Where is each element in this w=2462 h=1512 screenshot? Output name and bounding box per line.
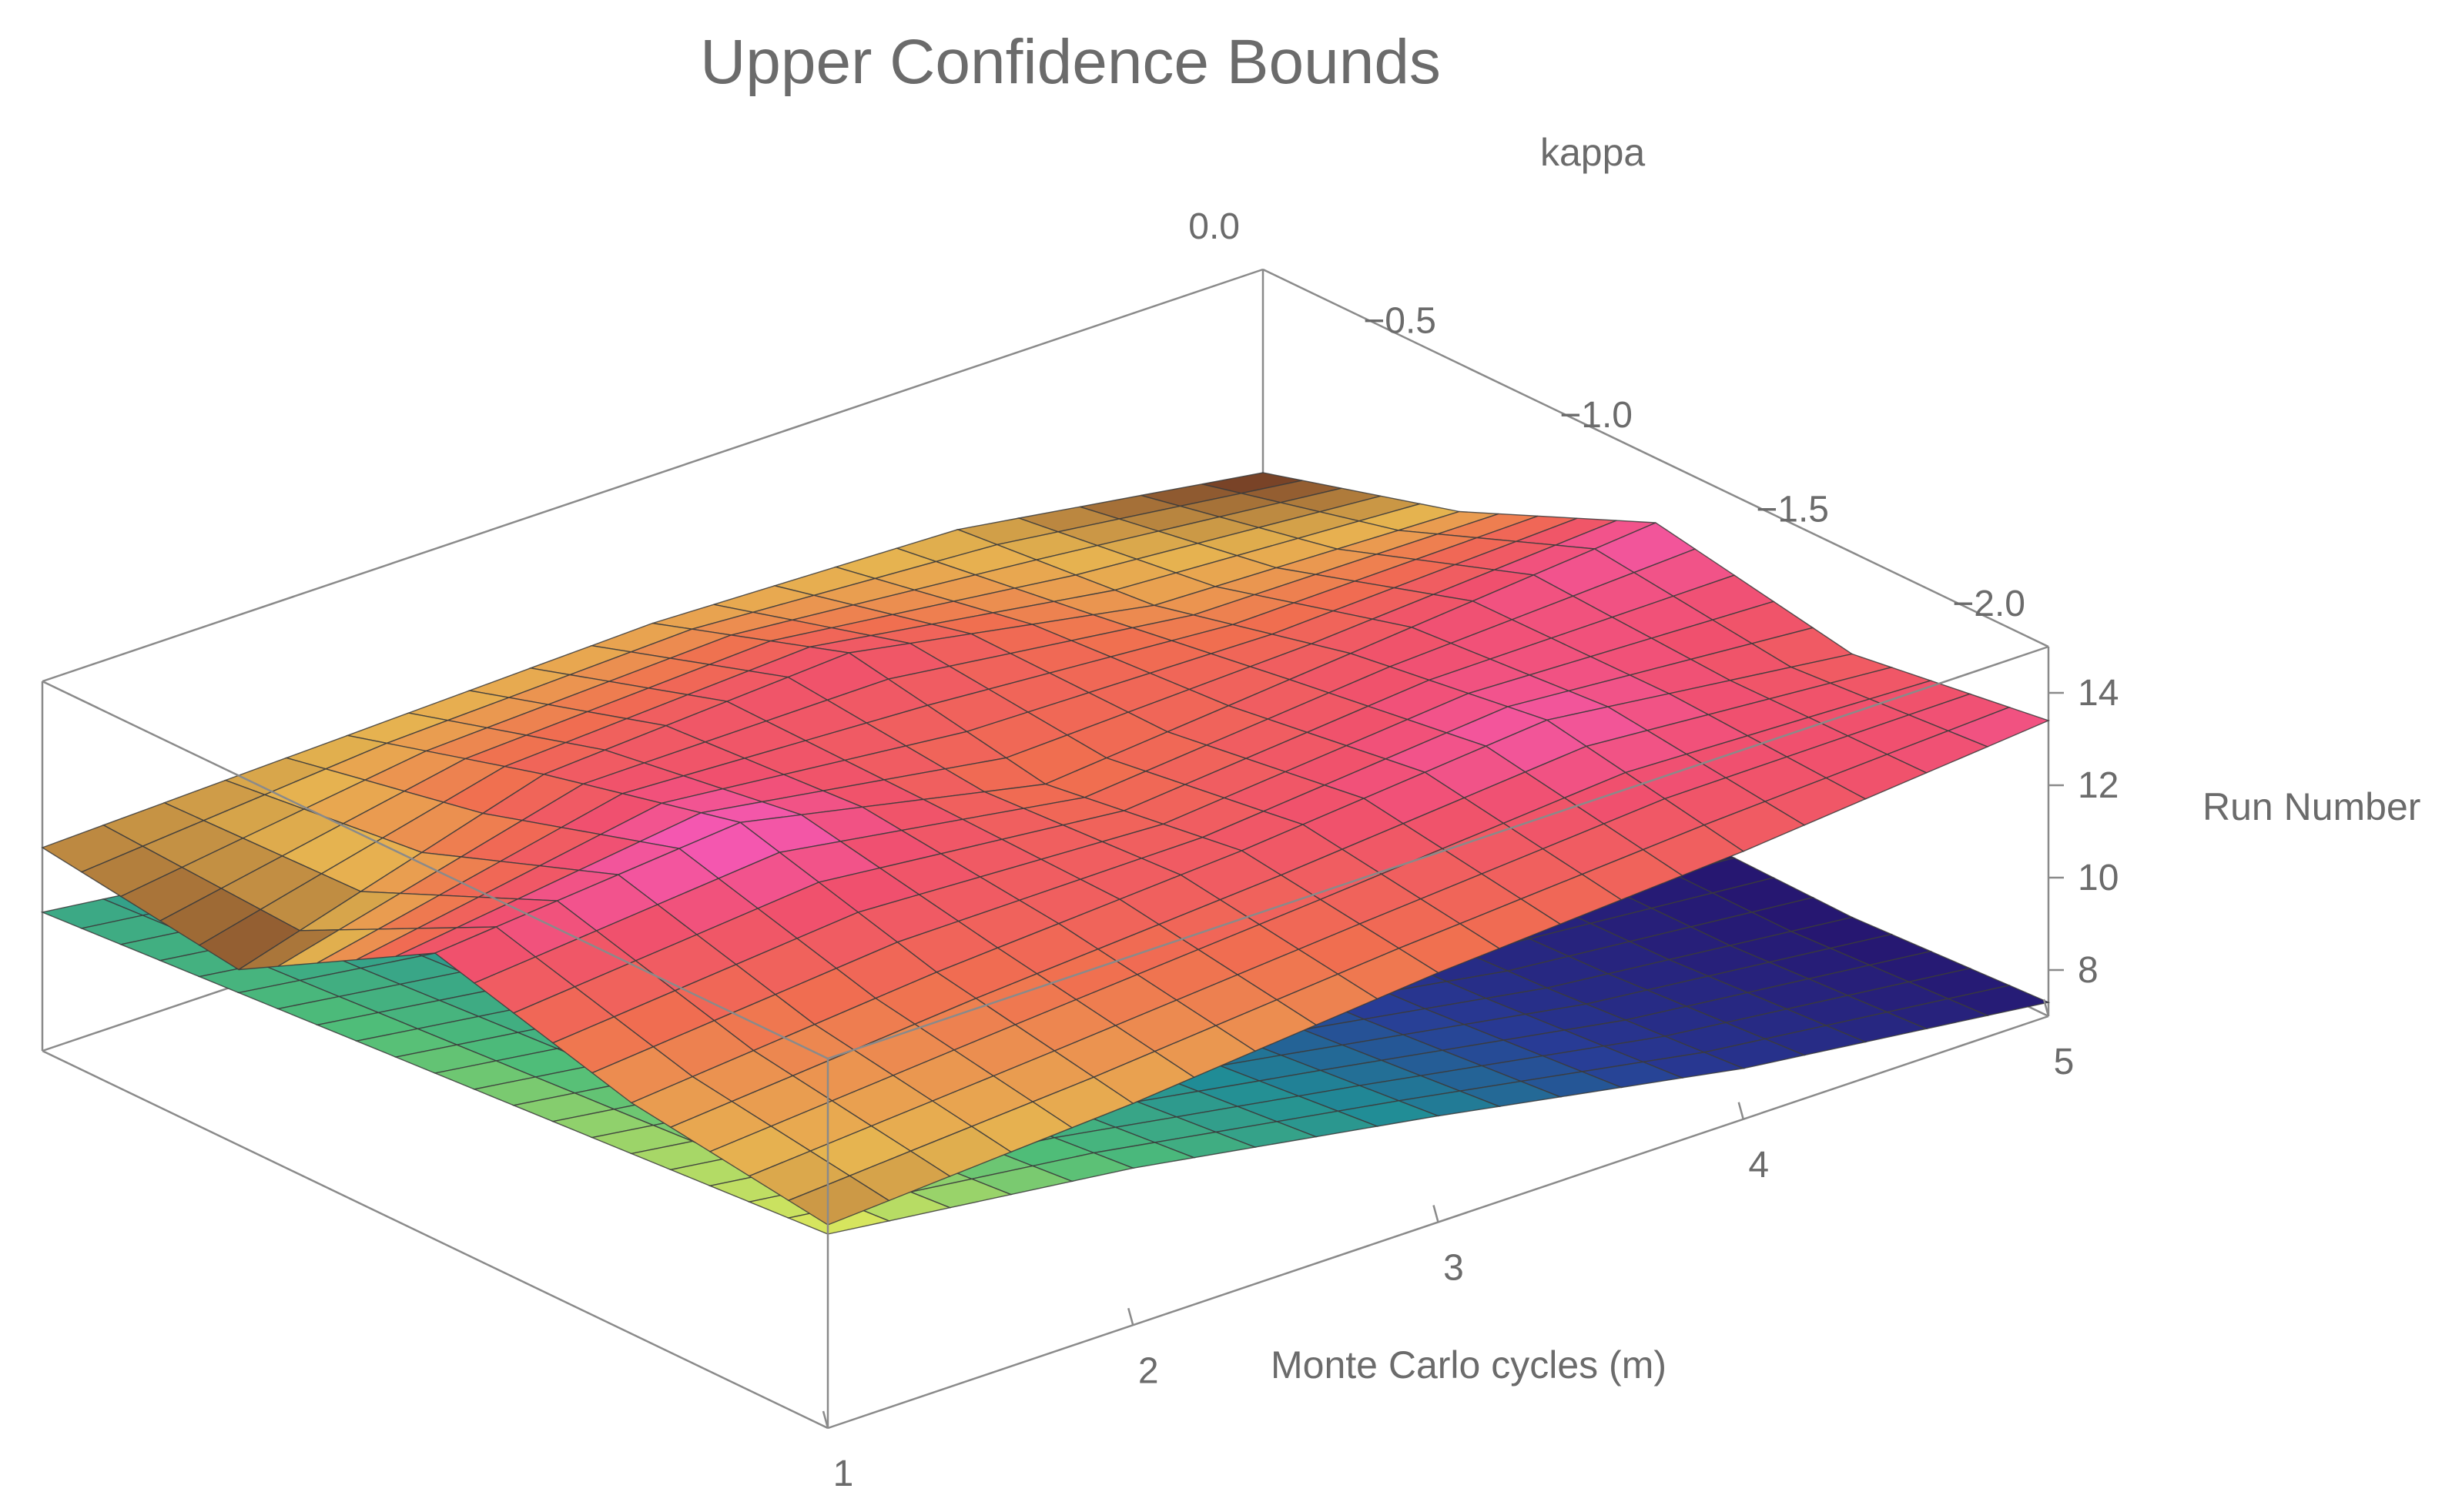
y-axis-ticks: −2.0 −1.5 −1.0 −0.5 0.0 [1188,206,2025,624]
box-edge-front-1 [42,1049,829,1430]
x-tick-mark [1432,1205,1439,1223]
x-tick-label: 4 [1748,1145,1769,1186]
x-tick-mark [2042,999,2050,1017]
z-axis-label: Run Number [2202,785,2420,828]
y-tick-label: 0.0 [1188,206,1240,247]
box-edge-back-5 [42,268,1264,683]
box-edge-back-6 [1262,268,2049,648]
bounding-box-front [42,645,2049,1430]
y-tick-label: −1.0 [1559,395,1633,436]
y-tick-label: −1.5 [1756,490,1829,530]
x-tick-mark [1127,1307,1134,1326]
z-tick-label: 10 [2078,858,2119,898]
box-edge-front-4 [42,680,829,1060]
y-axis-label: kappa [1540,131,1645,174]
box-edge-front-3 [827,645,2049,1060]
surface-sunset [41,472,2050,1226]
x-tick-label: 1 [833,1453,854,1494]
surfaces [40,472,2051,1235]
z-tick-label: 14 [2078,673,2119,714]
surface-cell [787,1175,890,1226]
z-axis-ticks: 8 10 12 14 [2048,673,2119,991]
chart-title: Upper Confidence Bounds [700,27,1441,97]
x-tick-mark [822,1410,829,1429]
x-axis-ticks: 1 2 3 4 5 [822,999,2075,1494]
x-tick-mark [1737,1102,1744,1120]
y-tick-label: −0.5 [1363,301,1436,342]
x-tick-label: 5 [2054,1042,2075,1082]
x-tick-label: 3 [1443,1248,1464,1289]
x-axis-label: Monte Carlo cycles (m) [1271,1343,1666,1387]
x-tick-label: 2 [1138,1350,1159,1391]
z-tick-label: 8 [2078,950,2099,991]
y-tick-label: −2.0 [1952,584,2025,624]
z-tick-label: 12 [2078,765,2119,806]
